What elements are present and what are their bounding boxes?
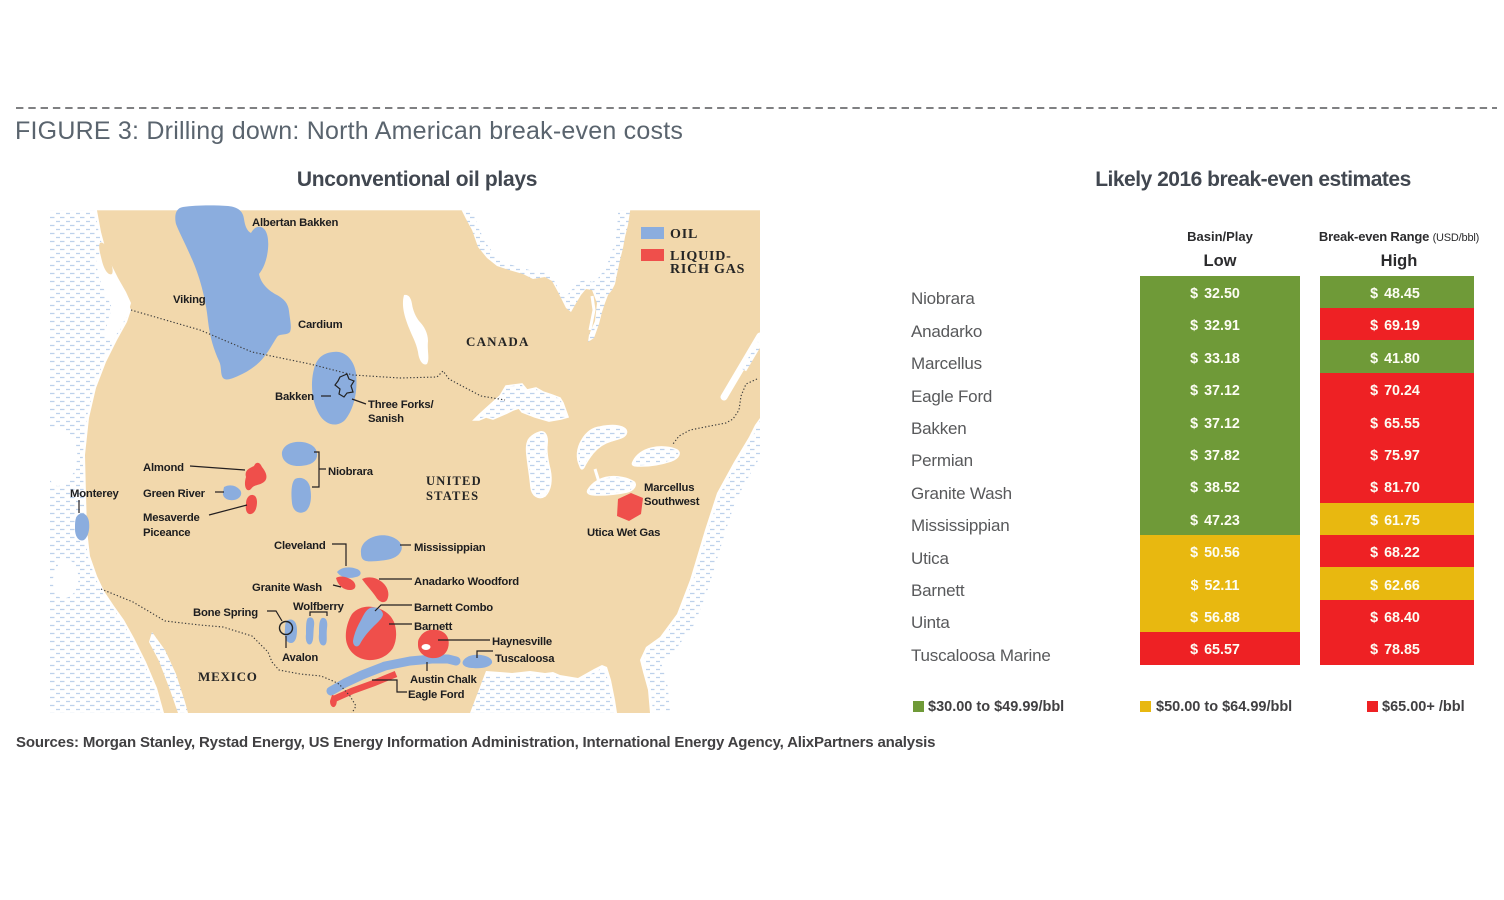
svg-text:Barnett Combo: Barnett Combo <box>414 602 493 614</box>
svg-text:Piceance: Piceance <box>143 527 190 539</box>
svg-text:Anadarko Woodford: Anadarko Woodford <box>414 576 519 588</box>
svg-text:Haynesville: Haynesville <box>492 636 552 648</box>
svg-text:Cardium: Cardium <box>298 319 343 331</box>
svg-text:Bakken: Bakken <box>275 391 314 403</box>
svg-text:RICH GAS: RICH GAS <box>670 262 745 277</box>
svg-text:Tuscaloosa: Tuscaloosa <box>495 653 555 665</box>
svg-text:Sanish: Sanish <box>368 413 404 425</box>
svg-text:UNITED: UNITED <box>426 474 482 488</box>
svg-text:Barnett: Barnett <box>414 621 453 633</box>
svg-text:Three Forks/: Three Forks/ <box>368 399 434 411</box>
svg-text:Southwest: Southwest <box>644 496 700 508</box>
svg-text:Utica Wet Gas: Utica Wet Gas <box>587 527 660 539</box>
svg-text:Niobrara: Niobrara <box>328 466 374 478</box>
svg-text:Mesaverde: Mesaverde <box>143 512 200 524</box>
svg-text:Monterey: Monterey <box>70 488 120 500</box>
svg-text:Wolfberry: Wolfberry <box>293 601 345 613</box>
svg-text:Mississippian: Mississippian <box>414 542 486 554</box>
svg-text:Almond: Almond <box>143 462 184 474</box>
svg-text:Bone Spring: Bone Spring <box>193 607 258 619</box>
svg-text:LIQUID-: LIQUID- <box>670 249 732 264</box>
svg-text:Marcellus: Marcellus <box>644 482 694 494</box>
svg-text:CANADA: CANADA <box>466 334 530 349</box>
svg-text:Green River: Green River <box>143 488 206 500</box>
svg-text:MEXICO: MEXICO <box>198 669 258 684</box>
svg-text:Avalon: Avalon <box>282 652 318 664</box>
svg-text:Austin Chalk: Austin Chalk <box>410 674 478 686</box>
svg-text:Viking: Viking <box>173 294 206 306</box>
svg-text:Albertan Bakken: Albertan Bakken <box>252 217 338 229</box>
svg-text:Cleveland: Cleveland <box>274 540 326 552</box>
svg-text:Eagle Ford: Eagle Ford <box>408 689 465 701</box>
svg-text:Granite Wash: Granite Wash <box>252 582 322 594</box>
svg-text:STATES: STATES <box>426 489 479 503</box>
svg-text:OIL: OIL <box>670 227 698 242</box>
